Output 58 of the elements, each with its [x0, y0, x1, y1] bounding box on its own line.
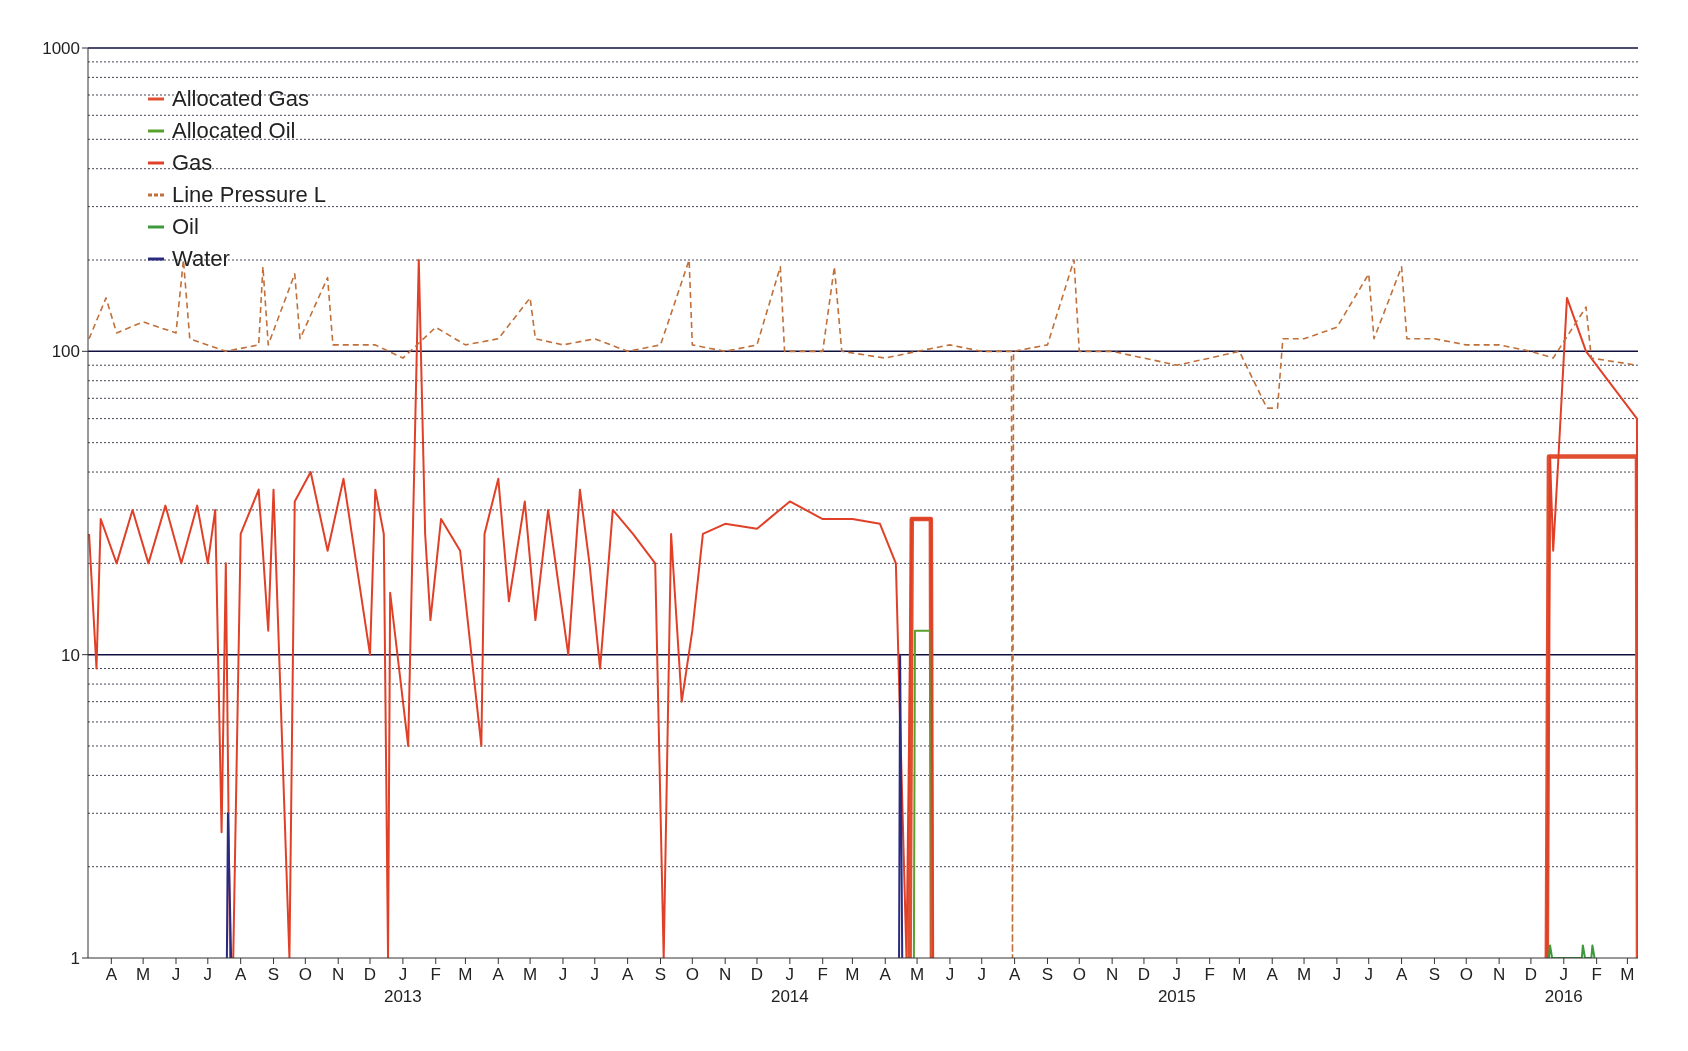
y-tick-label: 100 [51, 342, 80, 362]
x-tick-label: D [363, 965, 377, 984]
x-tick-label: J [590, 965, 600, 984]
x-tick-label: D [750, 965, 764, 984]
x-tick-label: O [685, 965, 699, 984]
x-tick-label: A [1395, 965, 1408, 984]
x-tick-label: O [1072, 965, 1086, 984]
legend-label: Water [172, 246, 230, 272]
x-tick-label: F [1591, 965, 1602, 984]
y-tick-label: 1000 [42, 39, 80, 59]
legend-label: Allocated Gas [172, 86, 309, 112]
legend-label: Allocated Oil [172, 118, 296, 144]
x-tick-label: N [332, 965, 345, 984]
x-tick-label: A [1008, 965, 1021, 984]
x-tick-label: J [1332, 965, 1342, 984]
x-tick-label: J [203, 965, 213, 984]
x-tick-label: A [1266, 965, 1279, 984]
x-tick-label: M [845, 965, 860, 984]
x-tick-label: D [1524, 965, 1538, 984]
x-tick-label: A [879, 965, 892, 984]
x-tick-label: J 2014 [770, 965, 809, 1006]
x-tick-label: J [977, 965, 986, 984]
legend-label: Oil [172, 214, 199, 240]
x-tick-label: M [523, 965, 538, 984]
x-tick-label: F [1204, 965, 1215, 984]
x-tick-label: S [654, 965, 667, 984]
x-tick-label: J [558, 965, 568, 984]
x-tick-label: M [1232, 965, 1247, 984]
x-tick-label: N [1106, 965, 1119, 984]
legend-label: Line Pressure L [172, 182, 327, 208]
x-tick-label: M [136, 965, 151, 984]
x-tick-label: M [458, 965, 473, 984]
x-tick-label: O [1459, 965, 1473, 984]
x-tick-label: A [235, 965, 247, 984]
x-tick-label: M [1296, 965, 1312, 984]
x-tick-label: J 2016 [1544, 965, 1583, 1006]
x-tick-label: N [719, 965, 732, 984]
x-tick-label: N [1492, 965, 1506, 984]
x-tick-label: F [430, 965, 441, 984]
x-tick-label: S [1041, 965, 1054, 984]
x-tick-label: S [267, 965, 280, 984]
x-tick-label: M [1620, 965, 1635, 984]
y-tick-label: 1 [70, 949, 80, 969]
x-tick-label: F [817, 965, 828, 984]
y-tick-label: 10 [61, 645, 80, 665]
legend-label: Gas [172, 150, 213, 176]
x-tick-label: A [492, 965, 505, 984]
x-tick-label: D [1137, 965, 1151, 984]
x-tick-label: M [909, 965, 925, 984]
x-tick-label: J [171, 965, 181, 984]
x-tick-label: J [945, 965, 955, 984]
x-tick-label: J 2015 [1157, 965, 1196, 1006]
x-tick-label: A [621, 965, 634, 984]
x-tick-label: A [105, 965, 118, 984]
x-tick-label: J 2013 [383, 965, 422, 1006]
x-tick-label: S [1428, 965, 1441, 984]
x-tick-label: O [298, 965, 312, 984]
x-tick-label: J [1364, 965, 1373, 984]
